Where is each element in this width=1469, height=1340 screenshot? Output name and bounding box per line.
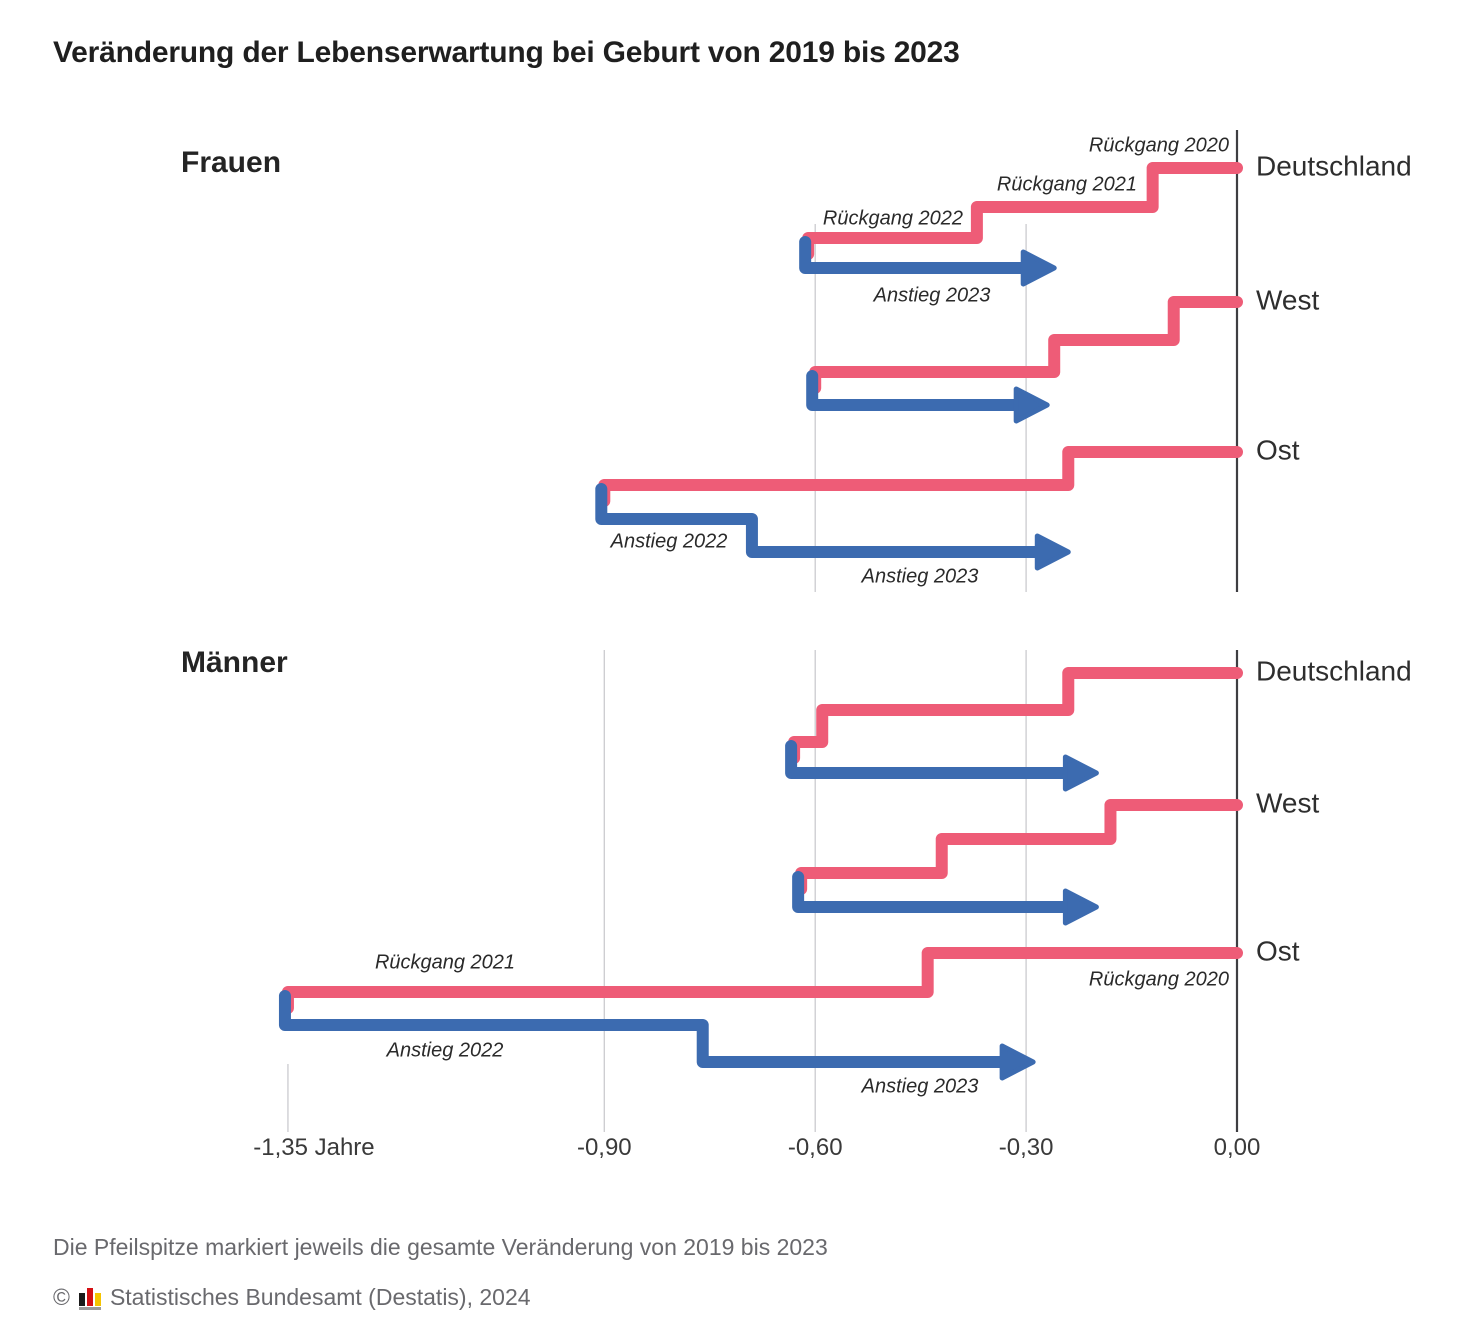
destatis-logo-icon xyxy=(78,1286,101,1310)
annotation-label: Rückgang 2020 xyxy=(1088,968,1229,991)
group-label-deutschland: Deutschland xyxy=(1256,655,1412,687)
annotation-label: Rückgang 2020 xyxy=(1088,134,1229,157)
panel-title: Frauen xyxy=(181,146,282,179)
arrowhead-icon xyxy=(1013,386,1050,424)
annotation-label: Anstieg 2023 xyxy=(861,1075,979,1098)
x-tick-label: -0,90 xyxy=(576,1134,632,1161)
panel-title: Männer xyxy=(181,646,288,679)
arrowhead-icon xyxy=(1062,754,1099,792)
arrowhead-icon xyxy=(1020,249,1057,287)
annotation-label: Rückgang 2021 xyxy=(996,173,1137,196)
rise-steps-deutschland xyxy=(799,236,1035,274)
group-label-west: West xyxy=(1256,284,1320,316)
x-tick-label: 0,00 xyxy=(1213,1134,1261,1161)
annotation-label: Rückgang 2022 xyxy=(822,207,963,230)
rise-steps-deutschland xyxy=(785,740,1077,779)
group-label-west: West xyxy=(1256,787,1320,819)
decline-steps-deutschland xyxy=(788,667,1243,764)
group-label-ost: Ost xyxy=(1256,935,1300,967)
footer-source: © Statistisches Bundesamt (Destatis), 20… xyxy=(53,1284,531,1311)
logo-bar-black xyxy=(78,1292,85,1306)
rise-steps-ost xyxy=(595,483,1049,558)
rise-steps-ost xyxy=(278,990,1014,1068)
annotation-label: Anstieg 2023 xyxy=(861,565,979,588)
source-text: Statistisches Bundesamt (Destatis), 2024 xyxy=(109,1284,531,1310)
arrowhead-icon xyxy=(1062,888,1099,926)
x-tick-label: -0,30 xyxy=(998,1134,1054,1161)
decline-steps-west xyxy=(795,799,1243,895)
annotation-label: Anstieg 2022 xyxy=(610,530,728,553)
decline-steps-ost xyxy=(598,446,1243,507)
arrowhead-icon xyxy=(1034,533,1071,571)
annotation-label: Anstieg 2022 xyxy=(386,1039,504,1062)
x-tick-label: -0,60 xyxy=(787,1134,843,1161)
arrowhead-icon xyxy=(999,1043,1036,1081)
annotation-label: Anstieg 2023 xyxy=(873,284,991,307)
group-label-ost: Ost xyxy=(1256,434,1300,466)
footer-note: Die Pfeilspitze markiert jeweils die ges… xyxy=(53,1234,828,1260)
rise-steps-west xyxy=(792,871,1077,913)
chart-title: Veränderung der Lebenserwartung bei Gebu… xyxy=(53,36,960,69)
logo-bar-red xyxy=(86,1287,93,1306)
group-label-deutschland: Deutschland xyxy=(1256,150,1412,182)
copyright-symbol: © xyxy=(53,1284,70,1310)
rise-steps-west xyxy=(806,370,1028,411)
annotation-label: Rückgang 2021 xyxy=(374,951,516,974)
x-tick-label: -1,35 Jahre xyxy=(253,1134,375,1161)
logo-bar-gold xyxy=(94,1292,101,1306)
